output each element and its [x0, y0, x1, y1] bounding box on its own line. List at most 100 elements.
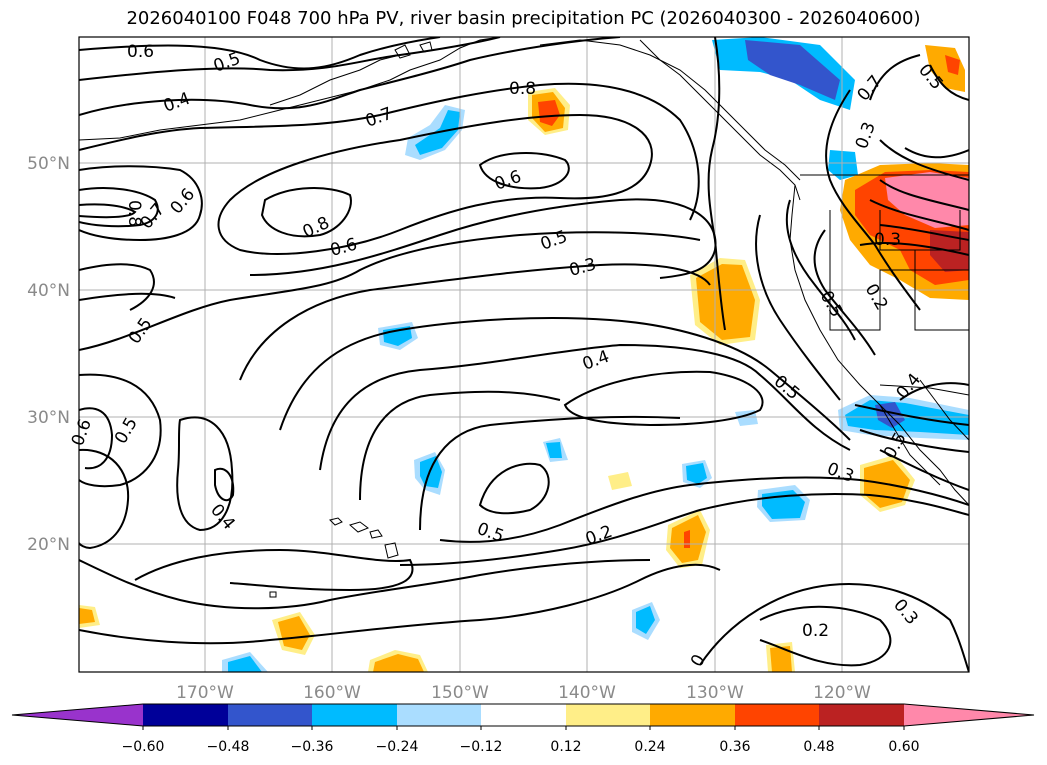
contour-line [904, 147, 969, 159]
contour-label: 0.6 [167, 185, 200, 219]
lon-tick-label: 170°W [176, 683, 234, 703]
contour-line [260, 187, 352, 238]
lon-tick-label: 160°W [303, 683, 361, 703]
contour-label: 0.5 [538, 227, 570, 255]
colorbar-segment [566, 704, 650, 726]
contour-label: 0.8 [509, 79, 536, 99]
contour-label: 0.6 [328, 235, 359, 261]
fill-patch [538, 100, 560, 126]
colorbar-tick-label: −0.36 [291, 739, 334, 755]
longitude-tick-labels: 170°W 160°W 150°W 140°W 130°W 120°W [176, 683, 871, 703]
island-hawaii-4 [384, 542, 399, 559]
colorbar-tick-label: −0.24 [376, 739, 419, 755]
contour-line [399, 492, 969, 566]
lon-tick-label: 150°W [431, 683, 489, 703]
contour-line [813, 229, 876, 356]
lon-tick-label: 120°W [813, 683, 871, 703]
contour-line [214, 467, 235, 502]
contour-label: 0.5 [125, 314, 157, 348]
colorbar-segment [143, 704, 228, 726]
fill-patch [420, 456, 442, 488]
colorbar-segment [650, 704, 735, 726]
contour-label: 0.5 [474, 519, 506, 547]
contour-label: 0.3 [824, 459, 856, 487]
contour-line [249, 198, 717, 279]
fill-patch [945, 55, 960, 75]
contour-label: 0.5 [111, 414, 142, 447]
contour-label: 0.8 [124, 200, 144, 227]
colorbar-segment [481, 704, 566, 726]
contour-line [79, 82, 700, 221]
island-hawaii-2 [348, 521, 370, 533]
contour-line [859, 242, 969, 256]
fill-patch [770, 646, 792, 672]
contour-line [759, 605, 892, 667]
contour-line [79, 187, 159, 228]
fill-patch [278, 616, 310, 650]
colorbar-extend-low [12, 704, 143, 726]
contour-line [134, 548, 414, 592]
contour-line [217, 113, 653, 255]
contour-line [478, 462, 550, 515]
contour-line [755, 214, 841, 401]
island-aleutian [394, 41, 433, 59]
latitude-tick-labels: 50°N 40°N 30°N 20°N [27, 154, 70, 555]
fill-patch [228, 656, 262, 672]
coastline-bc [639, 39, 801, 201]
gridlines [79, 37, 969, 672]
contour-line [785, 199, 856, 341]
fill-patch [79, 608, 95, 624]
contour-label: 0.3 [567, 255, 598, 281]
contour-line [879, 179, 969, 211]
contour-line [869, 199, 969, 231]
coastline-alaska [79, 37, 501, 141]
contour-line [79, 37, 501, 81]
contour-line [279, 317, 851, 441]
contour-line [79, 37, 441, 70]
contour-label: 0 [687, 651, 710, 670]
contour-label: 0.7 [363, 104, 395, 132]
contour-label: 0.3 [874, 230, 901, 250]
contour-label: 0.6 [492, 167, 524, 195]
contour-line [79, 203, 137, 219]
colorbar-tick-label: 0.36 [719, 739, 750, 755]
fill-patch [828, 150, 858, 180]
fill-patch [686, 463, 707, 484]
contour-label: 0.2 [802, 621, 829, 641]
border-us-mexico [879, 384, 969, 396]
map-frame [78, 36, 970, 673]
contour-label: 0.2 [861, 281, 892, 314]
fill-patch [696, 264, 755, 340]
colorbar-extend-high [904, 704, 1034, 726]
contour-line [419, 415, 681, 531]
lat-tick-label: 40°N [27, 281, 70, 301]
contour-line [176, 416, 234, 532]
contour-line [929, 64, 969, 101]
contour-label: 0.6 [68, 416, 96, 448]
coastline-gulf-alaska [539, 39, 801, 181]
colorbar-segment [228, 704, 312, 726]
contour-label: 0.4 [161, 89, 193, 117]
colorbar-tick-label: −0.12 [460, 739, 503, 755]
fill-patch [745, 40, 840, 100]
coastline-mexico [919, 379, 969, 441]
map-title: 2026040100 F048 700 hPa PV, river basin … [126, 8, 921, 29]
colorbar-tick-labels: −0.60 −0.48 −0.36 −0.24 −0.12 0.12 0.24 … [122, 739, 920, 755]
colorbar-tick-label: −0.48 [207, 739, 250, 755]
colorbar-segment [735, 704, 819, 726]
contour-line [79, 407, 114, 470]
contour-line [79, 165, 203, 242]
coastline-alaska-inner [269, 54, 401, 106]
lon-tick-label: 140°W [558, 683, 616, 703]
contour-line [79, 373, 162, 488]
contour-line [699, 583, 969, 672]
fill-patch [373, 654, 424, 672]
contour-line [319, 343, 851, 471]
contour-line [79, 292, 176, 301]
colorbar-tick-label: −0.60 [122, 739, 165, 755]
fill-patch [546, 442, 562, 458]
contour-label: 0.6 [127, 42, 154, 62]
island-hawaii-5 [269, 591, 277, 598]
contour-line [563, 370, 764, 427]
